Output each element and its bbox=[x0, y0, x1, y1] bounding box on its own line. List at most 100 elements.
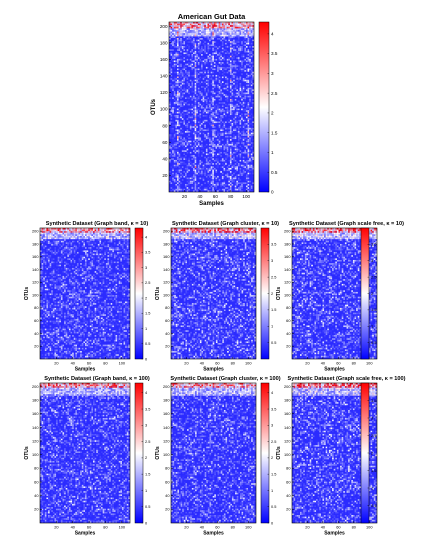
heatmap-cell bbox=[226, 22, 229, 24]
heatmap-cell bbox=[112, 261, 114, 264]
heatmap-cell bbox=[107, 264, 110, 267]
heatmap-cell bbox=[233, 151, 235, 154]
heatmap-cell bbox=[218, 68, 221, 71]
heatmap-cell bbox=[123, 267, 126, 270]
heatmap-cell bbox=[70, 277, 73, 280]
heatmap-cell bbox=[112, 288, 114, 291]
heatmap-cell bbox=[234, 175, 237, 178]
heatmap-cell bbox=[121, 275, 124, 278]
heatmap-cell bbox=[123, 274, 126, 276]
heatmap-cell bbox=[44, 259, 47, 262]
heatmap-cell bbox=[212, 131, 214, 133]
heatmap-cell bbox=[60, 299, 63, 302]
heatmap-cell bbox=[62, 228, 65, 230]
heatmap-cell bbox=[237, 119, 240, 122]
heatmap-cell bbox=[64, 290, 66, 292]
heatmap-cell bbox=[189, 147, 192, 149]
heatmap-cell bbox=[217, 153, 219, 156]
heatmap-cell bbox=[239, 94, 242, 96]
heatmap-cell bbox=[210, 139, 213, 141]
heatmap-cell bbox=[54, 280, 57, 283]
heatmap-cell bbox=[221, 188, 224, 191]
heatmap-cell bbox=[75, 248, 77, 251]
heatmap-cell bbox=[194, 158, 197, 160]
heatmap-cell bbox=[250, 137, 253, 140]
heatmap-cell bbox=[173, 161, 176, 164]
heatmap-cell bbox=[68, 266, 71, 268]
heatmap-cell bbox=[41, 263, 44, 265]
heatmap-cell bbox=[48, 258, 50, 260]
heatmap-cell bbox=[52, 295, 55, 297]
heatmap-cell bbox=[99, 235, 102, 238]
heatmap-cell bbox=[80, 291, 82, 294]
heatmap-cell bbox=[78, 259, 81, 262]
heatmap-cell bbox=[51, 242, 53, 244]
heatmap-cell bbox=[249, 166, 251, 168]
heatmap-cell bbox=[62, 229, 65, 232]
heatmap-cell bbox=[239, 22, 242, 24]
heatmap-cell bbox=[89, 285, 92, 288]
heatmap-cell bbox=[199, 90, 202, 93]
heatmap-cell bbox=[40, 229, 42, 232]
heatmap-cell bbox=[220, 182, 222, 184]
heatmap-cell bbox=[229, 34, 232, 37]
heatmap-cell bbox=[229, 172, 232, 175]
heatmap-cell bbox=[175, 156, 178, 159]
heatmap-cell bbox=[201, 174, 203, 176]
heatmap-cell bbox=[80, 255, 82, 257]
heatmap-cell bbox=[91, 256, 94, 259]
heatmap-cell bbox=[197, 167, 200, 170]
heatmap-cell bbox=[223, 42, 226, 45]
heatmap-cell bbox=[201, 167, 203, 170]
heatmap-cell bbox=[48, 242, 50, 244]
heatmap-cell bbox=[178, 107, 181, 109]
heatmap-cell bbox=[128, 291, 130, 294]
heatmap-cell bbox=[189, 143, 192, 146]
heatmap-cell bbox=[233, 110, 235, 112]
heatmap-cell bbox=[121, 234, 124, 236]
heatmap-cell bbox=[249, 97, 251, 99]
heatmap-cell bbox=[213, 22, 216, 24]
heatmap-cell bbox=[229, 33, 232, 35]
heatmap-cell bbox=[233, 143, 235, 146]
heatmap-cell bbox=[115, 264, 118, 267]
heatmap-cell bbox=[60, 250, 63, 252]
heatmap-cell bbox=[199, 115, 202, 117]
heatmap-cell bbox=[173, 175, 176, 178]
heatmap-cell bbox=[72, 295, 74, 297]
heatmap-cell bbox=[189, 140, 192, 143]
heatmap-cell bbox=[217, 179, 219, 181]
heatmap-cell bbox=[205, 31, 208, 34]
heatmap-cell bbox=[126, 243, 129, 246]
heatmap-cell bbox=[241, 140, 243, 143]
heatmap-cell bbox=[228, 102, 230, 104]
heatmap-cell bbox=[70, 234, 73, 236]
heatmap-cell bbox=[201, 190, 203, 192]
heatmap-cell bbox=[210, 97, 213, 99]
heatmap-cell bbox=[170, 58, 173, 61]
heatmap-cell bbox=[46, 298, 49, 300]
heatmap-cell bbox=[196, 187, 198, 189]
heatmap-cell bbox=[245, 123, 248, 125]
heatmap-cell bbox=[180, 115, 182, 117]
heatmap-cell bbox=[41, 229, 44, 232]
heatmap-cell bbox=[185, 126, 187, 128]
heatmap-cell bbox=[180, 135, 182, 138]
heatmap-cell bbox=[204, 115, 206, 117]
heatmap-cell bbox=[113, 287, 116, 289]
heatmap-cell bbox=[115, 248, 118, 251]
heatmap-cell bbox=[80, 296, 82, 299]
heatmap-cell bbox=[51, 290, 53, 292]
heatmap-cell bbox=[209, 68, 211, 71]
heatmap-cell bbox=[125, 232, 127, 235]
heatmap-cell bbox=[113, 235, 116, 238]
heatmap-cell bbox=[245, 147, 248, 149]
heatmap-cell bbox=[86, 232, 89, 235]
heatmap-cell bbox=[194, 73, 197, 75]
heatmap-cell bbox=[188, 100, 190, 103]
heatmap-cell bbox=[49, 272, 52, 275]
heatmap-cell bbox=[54, 231, 57, 233]
heatmap-cell bbox=[193, 140, 195, 143]
heatmap-cell bbox=[241, 94, 243, 96]
heatmap-cell bbox=[78, 280, 81, 283]
